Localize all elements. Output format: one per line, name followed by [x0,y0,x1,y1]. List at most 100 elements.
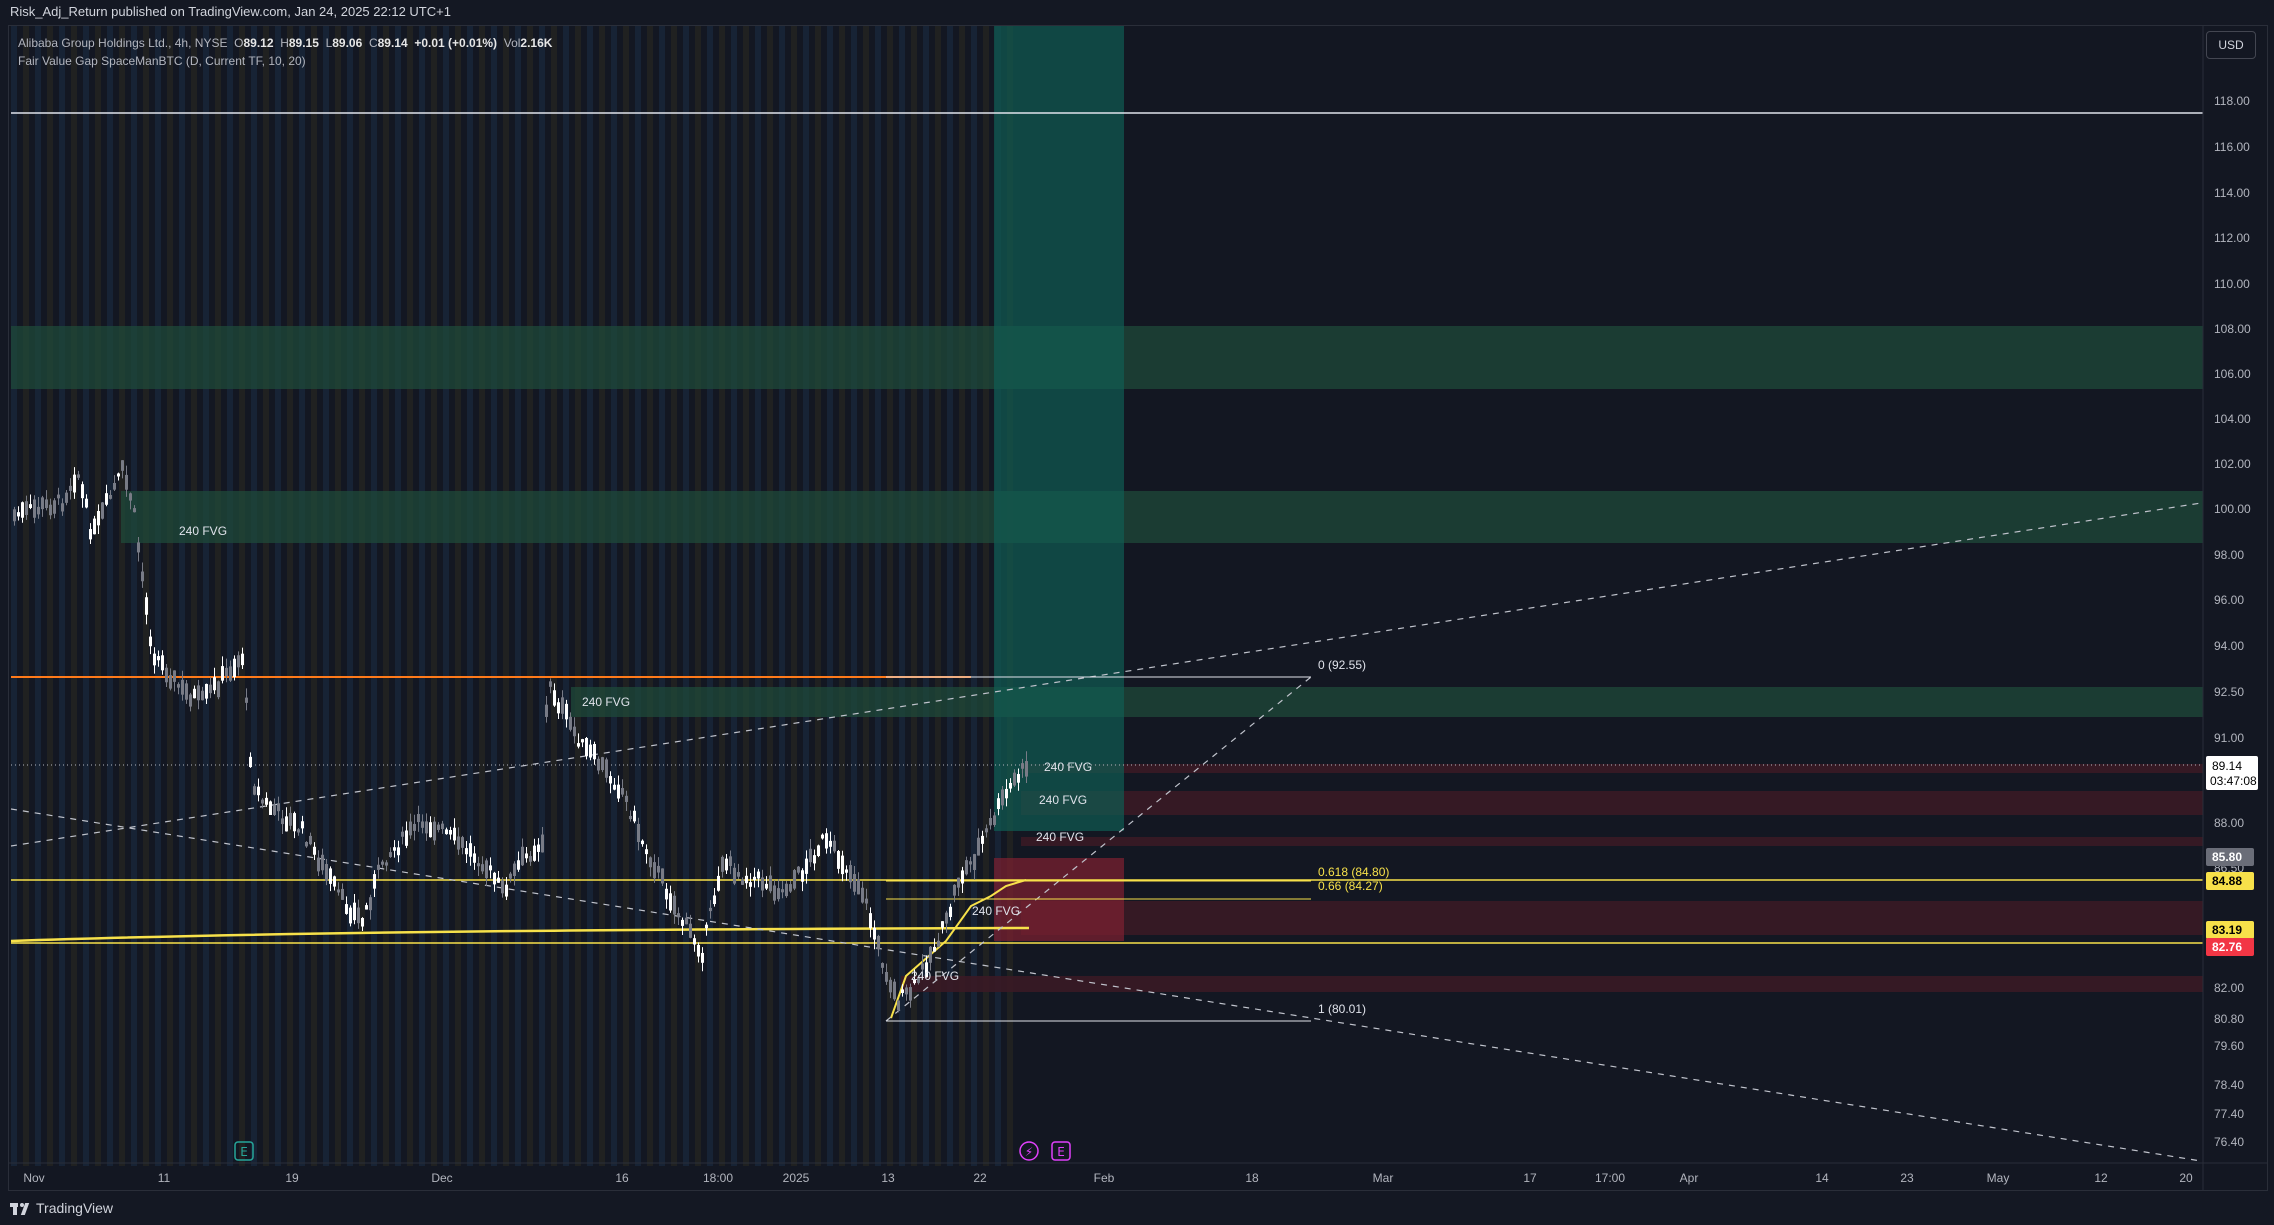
price-tick-label: 77.40 [2214,1107,2244,1121]
candle-body [897,1000,900,1011]
price-tag-box [2206,938,2254,956]
fvg-zone-green [571,687,2203,717]
candle-body [789,884,792,892]
candle-body [173,670,176,682]
currency-button[interactable]: USD [2206,31,2256,59]
session-band [827,26,833,1166]
candle-body [589,744,592,758]
price-tick-label: 116.00 [2214,140,2250,154]
candle-body [209,684,212,694]
candle-body [1009,782,1012,789]
candle-body [449,830,452,835]
candle-body [385,862,388,866]
session-band [203,26,209,1166]
candle-body [125,474,128,490]
low-value: 89.06 [332,36,363,50]
candle-body [485,860,488,879]
event-icon-frame [1019,1141,1039,1161]
moving-average-line [10,926,1030,943]
candle-body [893,981,896,1000]
candle-body [661,868,664,884]
candle-body [773,885,776,901]
candle-body [141,571,144,582]
session-band [959,26,965,1166]
time-tick-label: Dec [431,1171,452,1185]
session-band [779,26,785,1166]
candle-body [369,897,372,911]
session-band [83,26,89,1166]
price-chart[interactable]: 240 FVG 240 FVG 240 FVG 240 FVG 240 FVG 240 F… [9,26,2267,1190]
chart-area[interactable]: 240 FVG 240 FVG 240 FVG 240 FVG 240 FVG 240 F… [8,25,2268,1191]
time-tick-label: 22 [973,1171,987,1185]
candle-body [701,952,704,963]
fvg-label: 240 FVG [179,524,227,538]
session-shading [11,26,1013,1166]
session-band [215,26,221,1166]
session-band [611,26,617,1166]
candle-body [961,870,964,884]
candle-body [409,821,412,836]
indicator-legend-row[interactable]: Fair Value Gap SpaceManBTC (D, Current T… [18,52,552,70]
price-tick-label: 78.40 [2214,1078,2244,1092]
candle-body [277,803,280,812]
fibonacci-retracement [886,676,1311,1022]
price-tick-label: 102.00 [2214,457,2251,471]
long-position-profit [994,26,1124,831]
close-value: 89.14 [377,36,408,50]
fvg-label: 240 FVG [1044,760,1092,774]
candle-body [809,848,812,863]
session-band [983,26,989,1166]
candle-body [445,829,448,835]
candle-body [517,860,520,870]
candle-body [333,876,336,887]
candle-body [725,858,728,871]
candle-body [769,875,772,892]
session-band [335,26,341,1166]
candle-body [441,823,444,830]
candle-body [513,863,516,877]
tradingview-icon [10,1202,30,1215]
tradingview-logo[interactable]: TradingView [10,1192,113,1225]
candle-body [473,853,476,863]
candle-body [757,871,760,879]
session-band [395,26,401,1166]
candle-body [697,944,700,957]
candle-body [229,666,232,681]
price-tag-label: 85.80 [2212,850,2242,864]
session-band [71,26,77,1166]
candle-body [605,759,608,778]
candle-body [721,856,724,872]
session-band [707,26,713,1166]
candle-body [489,865,492,871]
candle-body [741,879,744,885]
fib-label-1: 1 (80.01) [1318,1002,1366,1016]
candle-body [301,821,304,829]
fvg-zones [11,326,2203,992]
candle-body [81,484,84,499]
volume-value: 2.16K [520,36,553,50]
published-text: Risk_Adj_Return published on TradingView… [10,4,451,19]
candle-body [457,836,460,850]
price-tag-box [2206,921,2254,939]
candle-body [633,810,636,822]
candle-body [169,675,172,689]
candle-body [401,831,404,837]
session-band [923,26,929,1166]
event-icon-frame [1051,1141,1071,1161]
session-band [11,26,17,1166]
fvg-label: 240 FVG [1039,793,1087,807]
symbol-legend-row[interactable]: Alibaba Group Holdings Ltd., 4h, NYSE O8… [18,36,553,50]
candle-body [917,976,920,983]
price-tag-box [2206,872,2254,890]
candle-body [801,870,804,882]
candle-body [905,987,908,995]
candle-body [25,501,28,515]
candle-body [417,813,420,823]
session-band [191,26,197,1166]
candle-body [245,697,248,703]
candle-body [761,877,764,891]
event-icon-glyph: E [1057,1145,1065,1159]
session-band [563,26,569,1166]
publisher-bar: Risk_Adj_Return published on TradingView… [0,0,2274,24]
current-price-label: 89.14 [2212,759,2242,773]
